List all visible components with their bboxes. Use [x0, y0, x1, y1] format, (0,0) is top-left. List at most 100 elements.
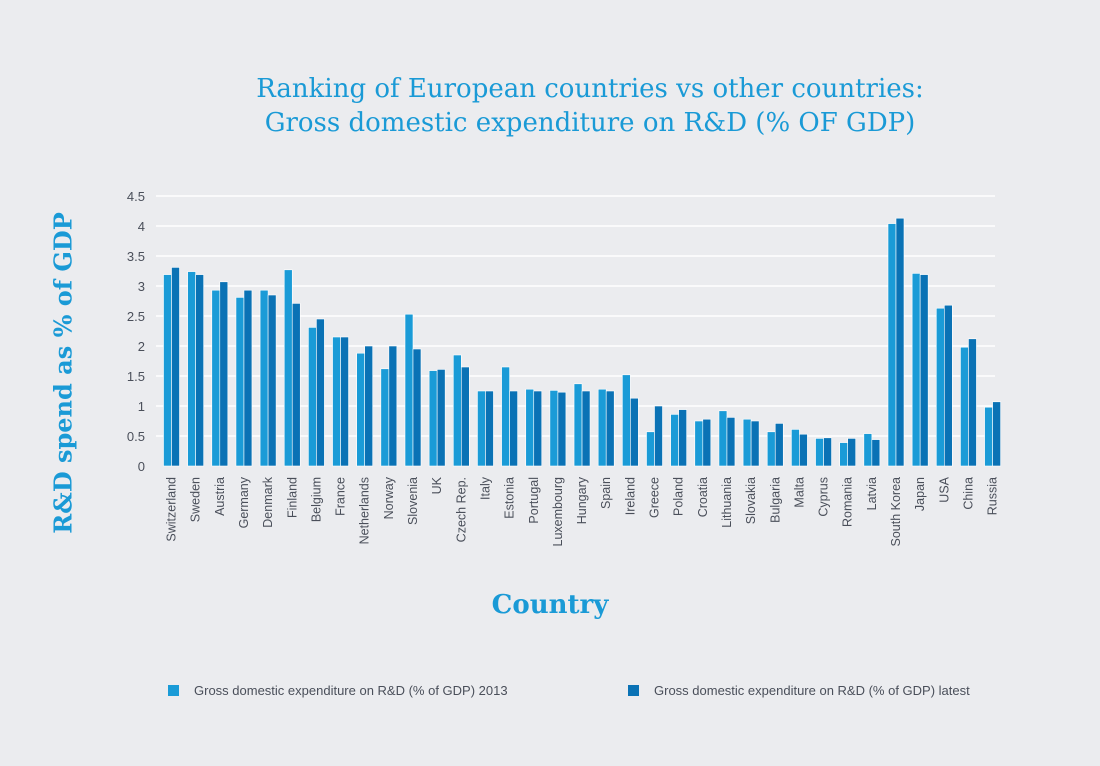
- legend-swatch-2013: [168, 685, 179, 696]
- bar-latest: [847, 438, 857, 467]
- bar-latest: [267, 294, 277, 467]
- bar-2013: [911, 273, 921, 467]
- y-tick-label: 2.5: [127, 309, 145, 324]
- bar-2013: [187, 271, 196, 467]
- bar-2013: [501, 366, 510, 467]
- bar-latest: [436, 369, 446, 467]
- bar-latest: [460, 366, 470, 467]
- x-tick-label: Poland: [672, 477, 686, 516]
- bar-latest: [195, 274, 204, 467]
- bar-2013: [718, 410, 728, 467]
- bar-2013: [283, 269, 293, 467]
- x-tick-label: Norway: [382, 476, 396, 519]
- legend-item-latest: Gross domestic expenditure on R&D (% of …: [628, 683, 970, 698]
- bar-latest: [291, 303, 301, 467]
- chart-title-line-2: Gross domestic expenditure on R&D (% OF …: [264, 108, 916, 138]
- bar-2013: [646, 431, 655, 467]
- y-tick-label: 2: [138, 339, 145, 354]
- bar-latest: [774, 423, 784, 467]
- bar-latest: [630, 397, 639, 467]
- bar-2013: [670, 414, 679, 467]
- x-tick-label: Germany: [237, 476, 251, 528]
- bar-latest: [919, 274, 929, 467]
- bar-latest: [557, 391, 567, 467]
- bar-latest: [581, 390, 591, 467]
- x-tick-label: Ireland: [623, 477, 637, 515]
- x-tick-label: France: [334, 477, 348, 516]
- bar-2013: [549, 390, 559, 467]
- bar-latest: [968, 338, 977, 467]
- x-tick-label: Malta: [792, 477, 806, 508]
- bar-latest: [243, 289, 253, 467]
- legend-swatch-latest: [628, 685, 639, 696]
- x-tick-label: Portugal: [527, 477, 541, 524]
- x-tick-label: UK: [430, 476, 444, 494]
- chart-title-line-1: Ranking of European countries vs other c…: [256, 74, 924, 104]
- y-tick-label: 0: [138, 459, 145, 474]
- y-tick-label: 4: [138, 219, 145, 234]
- bar-2013: [356, 352, 366, 467]
- bar-latest: [943, 304, 953, 467]
- y-tick-label: 1: [138, 399, 145, 414]
- bar-latest: [412, 348, 422, 467]
- x-tick-label: Finland: [285, 477, 299, 518]
- y-tick-label: 3: [138, 279, 145, 294]
- bar-2013: [766, 431, 776, 467]
- bar-2013: [211, 289, 221, 467]
- bar-2013: [332, 336, 341, 467]
- bar-2013: [742, 418, 752, 467]
- bar-2013: [622, 374, 631, 467]
- bar-2013: [694, 420, 704, 467]
- bar-2013: [573, 383, 583, 467]
- x-tick-label: Russia: [986, 477, 1000, 515]
- bar-2013: [815, 438, 824, 467]
- x-tick-label: Cyprus: [817, 477, 831, 517]
- x-tick-label: Italy: [478, 476, 492, 500]
- y-tick-label: 1.5: [127, 369, 145, 384]
- x-tick-label: Romania: [841, 477, 855, 527]
- bar-2013: [863, 433, 873, 467]
- bar-latest: [895, 217, 905, 467]
- bar-latest: [388, 345, 398, 467]
- x-tick-label: Austria: [213, 477, 227, 516]
- bar-latest: [219, 281, 229, 467]
- bar-2013: [791, 429, 800, 467]
- chart-title: Ranking of European countries vs other c…: [0, 72, 1100, 140]
- legend-label-2013: Gross domestic expenditure on R&D (% of …: [194, 683, 508, 698]
- x-tick-label: China: [961, 477, 975, 510]
- bar-latest: [485, 390, 494, 467]
- bar-latest: [509, 390, 518, 467]
- bar-2013: [597, 388, 607, 467]
- bar-latest: [533, 390, 543, 467]
- x-tick-label: Slovenia: [406, 477, 420, 525]
- bar-latest: [654, 405, 663, 467]
- x-tick-label: Lithuania: [720, 477, 734, 528]
- bar-latest: [678, 409, 687, 467]
- y-tick-label: 3.5: [127, 249, 145, 264]
- x-tick-label: Netherlands: [358, 477, 372, 544]
- legend-item-2013: Gross domestic expenditure on R&D (% of …: [168, 683, 508, 698]
- x-tick-label: Belgium: [309, 477, 323, 522]
- bar-2013: [308, 327, 317, 467]
- x-tick-label: Latvia: [865, 477, 879, 510]
- x-tick-label: Hungary: [575, 476, 589, 524]
- bar-2013: [935, 307, 945, 467]
- bar-latest: [316, 318, 325, 467]
- bar-latest: [364, 345, 374, 467]
- bar-2013: [235, 297, 245, 467]
- y-tick-label: 4.5: [127, 189, 145, 204]
- bar-2013: [887, 223, 897, 467]
- x-tick-label: Sweden: [189, 477, 203, 522]
- x-tick-label: Bulgaria: [768, 477, 782, 523]
- bar-latest: [871, 439, 881, 467]
- bar-2013: [525, 388, 535, 467]
- x-tick-label: Estonia: [503, 477, 517, 519]
- bar-latest: [750, 420, 760, 467]
- bar-latest: [340, 336, 349, 467]
- bar-2013: [259, 289, 269, 467]
- legend-label-latest: Gross domestic expenditure on R&D (% of …: [654, 683, 970, 698]
- x-tick-label: South Korea: [889, 477, 903, 547]
- bar-2013: [452, 354, 462, 467]
- x-tick-label: Czech Rep.: [454, 477, 468, 542]
